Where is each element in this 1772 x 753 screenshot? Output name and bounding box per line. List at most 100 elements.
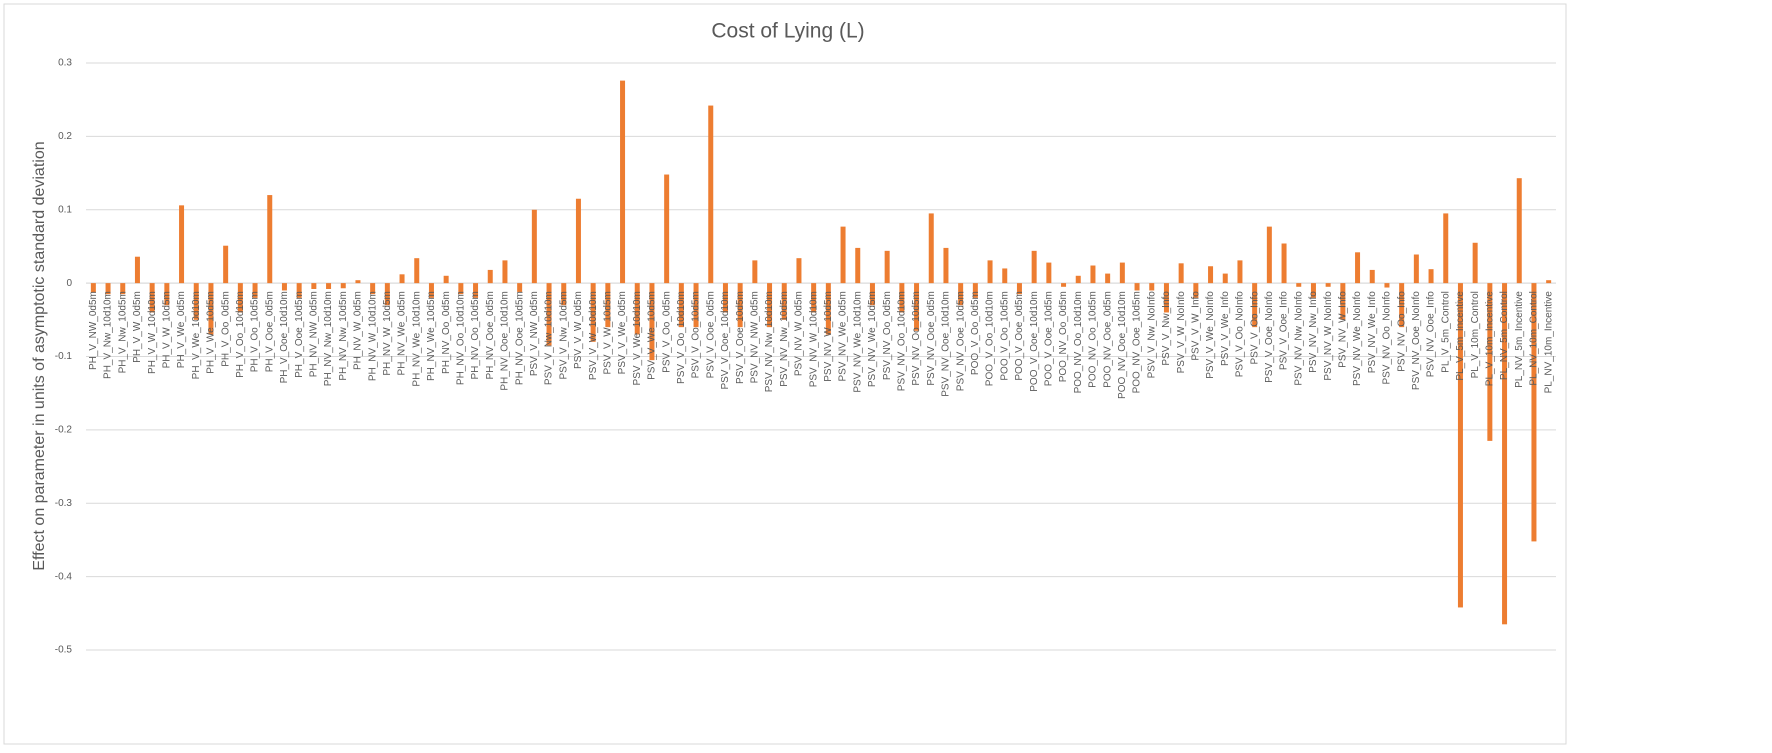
bar [1163,283,1169,313]
bar [914,283,920,331]
x-tick-label: PL_V_10m_Control [1470,291,1481,378]
bar [943,247,949,284]
x-tick-label: PH_V_Nw_10d10m [103,291,114,379]
bar [1340,283,1346,320]
x-tick-label: PSV_V_W_Info [1190,291,1201,361]
x-tick-label: PSV_NV_Oo_Info [1396,291,1407,372]
bar [384,283,390,306]
bar [737,283,743,328]
bar [428,283,434,298]
chart-frame [3,3,1567,745]
x-tick-label: PSV_NV_Nw_10d10m [764,291,775,392]
x-tick-label: PSV_V_Ooe_10d10m [720,291,731,389]
x-tick-label: PSV_V_We_Info [1220,291,1231,366]
x-tick-label: POO_NV_Ooe_0d5m [1102,291,1113,388]
x-tick-label: PH_V_W_0d5m [132,291,143,363]
bar [1428,269,1434,284]
x-tick-label: PSV_V_We_10d10m [632,291,643,385]
y-tick-label: 0 [66,278,72,289]
x-tick-label: PL_NV_5m_Incentive [1514,291,1525,388]
x-tick-label: PSV_V_W_0d5m [573,291,584,369]
x-tick-label: PSV_V_Oo_10d10m [676,291,687,384]
y-tick-label: -0.1 [55,351,73,362]
bar [767,283,773,328]
bar [1252,283,1258,328]
bar [1531,283,1537,542]
bar [1090,265,1096,284]
x-tick-label: PH_V_We_0d5m [176,291,187,368]
x-tick-label: PSV_NV_Nw_Info [1308,291,1319,373]
bar [1178,263,1184,284]
x-tick-label: PSV_NV_W_NoInfo [1323,291,1334,381]
bar [722,283,728,313]
bar [1105,273,1111,284]
bar [458,283,464,295]
chart-title: Cost of Lying (L) [711,20,864,43]
y-tick-label: 0.1 [58,204,72,215]
bar [1369,269,1375,284]
x-tick-label: PL_NV_10m_Control [1529,291,1540,386]
bar [590,283,596,342]
bar [267,195,273,284]
y-tick-label: 0.3 [58,58,72,69]
x-tick-label: PSV_V_Ooe_Info [1279,291,1290,370]
x-tick-label: PSV_NV_Oo_NoInfo [1382,291,1393,385]
x-tick-label: PSV_V_We_NoInfo [1205,291,1216,379]
x-tick-label: PH_V_Ooe_10d5m [294,291,305,378]
x-tick-label: PH_NV_Ooe_10d10m [500,291,511,391]
x-tick-label: PH_V_Oo_10d5m [250,291,261,372]
x-tick-label: PL_V_10m_Incentive [1484,291,1495,387]
bar [1516,178,1522,284]
bar [634,283,640,335]
x-tick-label: PSV_V_Oo_0d5m [661,291,672,373]
x-tick-label: PSV_V_W_10d5m [602,291,613,374]
x-tick-label: PSV_V_NW_0d5m [529,291,540,376]
x-tick-label: PSV_V_Nw_10d5m [558,291,569,379]
bar [1046,262,1052,284]
bar [972,283,978,298]
bar [1443,213,1449,284]
bar [575,198,581,284]
x-tick-label: PH_NV_W_10d10m [367,291,378,381]
x-tick-label: PSV_NV_We_NoInfo [1352,291,1363,386]
y-axis-label: Effect on parameter in units of asymptot… [31,141,48,570]
bar [825,283,831,335]
bar [693,283,699,328]
bar [296,283,302,298]
x-tick-label: PSV_NV_Ooe_10d10m [941,291,952,397]
bar [958,283,964,306]
x-tick-label: PSV_NV_W_Info [1337,291,1348,368]
bar [664,174,670,284]
bar [1472,242,1478,284]
x-tick-label: POO_V_Oo_0d5m [970,291,981,375]
x-tick-label: PSV_V_Ooe_10d5m [735,291,746,384]
x-tick-label: PH_V_W_10d5m [161,291,172,368]
x-tick-label: PL_NV_10m_Incentive [1543,291,1554,394]
x-tick-label: PSV_NV_We_Info [1367,291,1378,374]
x-tick-label: PSV_V_Nw_10d10m [544,291,555,385]
x-tick-label: PSV_NV_Ooe_NoInfo [1411,291,1422,390]
x-tick-label: PH_NV_Oo_0d5m [441,291,452,374]
x-tick-label: PH_V_W_10d10m [147,291,158,374]
bar [796,258,802,284]
bar [281,283,287,291]
x-tick-label: PH_NV_Oo_10d5m [470,291,481,379]
bar [311,283,317,289]
x-tick-label: PH_V_Oo_10d10m [235,291,246,378]
bar [752,260,758,284]
x-tick-label: PH_NV_We_10d10m [411,291,422,386]
x-tick-label: POO_V_Ooe_10d5m [1043,291,1054,386]
x-tick-label: PSV_V_Oo_10d5m [691,291,702,378]
bar [1208,266,1214,284]
bar [1325,283,1331,287]
x-tick-label: PSV_NV_We_10d10m [852,291,863,393]
x-tick-label: POO_NV_Oo_10d10m [1073,291,1084,393]
x-tick-label: PH_V_We_10d5m [206,291,217,374]
bar [1193,283,1199,298]
x-tick-label: POO_V_Oo_10d5m [999,291,1010,381]
y-tick-label: -0.2 [55,425,73,436]
bar [649,283,655,361]
y-tick-label: -0.3 [55,498,73,509]
x-tick-label: PSV_V_Oo_NoInfo [1235,291,1246,378]
